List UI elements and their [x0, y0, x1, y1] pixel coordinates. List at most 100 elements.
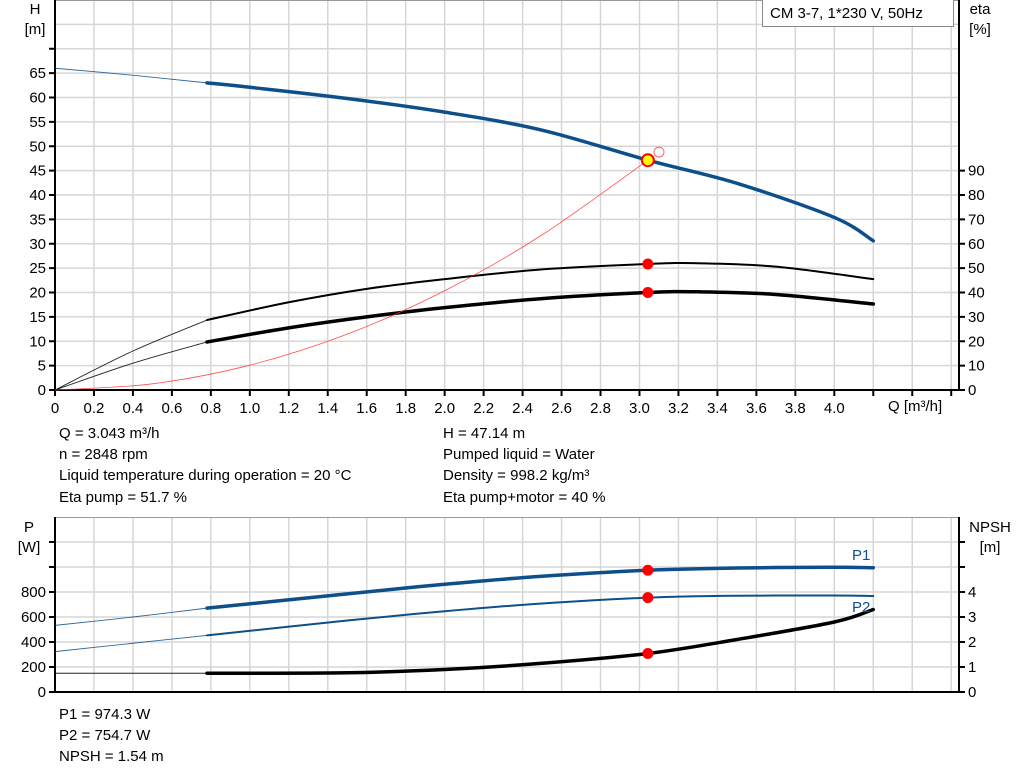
y-right-tick-label: 90	[968, 163, 985, 180]
eta-axis-label: eta [%]	[962, 0, 998, 40]
x-tick-label: 3.0	[629, 400, 650, 417]
y-left-tick-label: 600	[21, 609, 46, 626]
x-tick-label: 3.6	[746, 400, 767, 417]
x-tick-label: 0.6	[161, 400, 182, 417]
p1-curve-label: P1	[852, 547, 871, 564]
npsh-axis-name: NPSH	[969, 519, 1011, 536]
y-right-tick-label: 0	[968, 382, 976, 399]
curve-P2	[205, 594, 875, 637]
x-tick-label: 2.8	[590, 400, 611, 417]
y-left-tick-label: 10	[29, 333, 46, 350]
p-axis-name: P	[23, 519, 34, 536]
y-right-tick-label: 80	[968, 187, 985, 204]
x-tick-label: 2.0	[434, 400, 455, 417]
y-left-tick-label: 20	[29, 285, 46, 302]
curve-NPSH	[205, 607, 876, 675]
y-left-tick-label: 800	[21, 584, 46, 601]
y-left-tick-label: 400	[21, 634, 46, 651]
x-tick-label: 2.2	[473, 400, 494, 417]
duty-point-marker	[642, 592, 654, 604]
x-tick-label: 4.0	[824, 400, 845, 417]
y-left-tick-label: 0	[38, 382, 46, 399]
duty-point-marker	[642, 258, 654, 270]
duty-point-marker	[640, 153, 655, 168]
y-right-tick-label: 50	[968, 260, 985, 277]
info-temp: Liquid temperature during operation = 20…	[59, 467, 352, 484]
p2-curve-label: P2	[852, 599, 871, 616]
x-tick-label: 3.8	[785, 400, 806, 417]
eta-axis-name: eta	[969, 1, 991, 18]
x-tick-label: 3.4	[707, 400, 728, 417]
duty-point-marker	[642, 564, 654, 576]
x-tick-label: 3.2	[668, 400, 689, 417]
y-left-tick-label: 65	[29, 65, 46, 82]
info-h: H = 47.14 m	[443, 425, 526, 442]
curve-P1-extrapolated	[54, 607, 208, 626]
y-right-tick-label: 4	[968, 584, 976, 601]
y-left-tick-label: 40	[29, 187, 46, 204]
y-right-tick-label: 3	[968, 609, 976, 626]
curve-eta_pump	[205, 262, 875, 322]
x-tick-label: 1.2	[278, 400, 299, 417]
y-right-tick-label: 20	[968, 333, 985, 350]
y-left-tick-label: 50	[29, 138, 46, 155]
info-p2: P2 = 754.7 W	[59, 727, 151, 744]
x-tick-label: 0.8	[200, 400, 221, 417]
y-right-tick-label: 1	[968, 659, 976, 676]
y-right-tick-label: 10	[968, 358, 985, 375]
x-tick-label: 2.4	[512, 400, 533, 417]
x-tick-label: 1.8	[395, 400, 416, 417]
y-left-tick-label: 25	[29, 260, 46, 277]
info-eta-pump-motor: Eta pump+motor = 40 %	[443, 489, 606, 506]
x-tick-label: 1.0	[239, 400, 260, 417]
y-left-tick-label: 0	[38, 684, 46, 701]
power-npsh-plot: 0 200 400 600 800 0 1 2 3 4	[21, 517, 976, 701]
y-left-tick-label: 60	[29, 90, 46, 107]
x-tick-label: 2.6	[551, 400, 572, 417]
y-right-tick-label: 60	[968, 236, 985, 253]
y-left-tick-label: 55	[29, 114, 46, 131]
npsh-axis-label: NPSH [m]	[962, 518, 1018, 558]
info-q: Q = 3.043 m³/h	[59, 425, 160, 442]
head-efficiency-plot: 0 5 10 15 20 25 30 35 40 45 50 55 60 65 0 10 20 30 40 50 60 7…	[29, 0, 985, 417]
info-n: n = 2848 rpm	[59, 446, 148, 463]
p-axis-label: P [W]	[14, 518, 44, 558]
info-density: Density = 998.2 kg/m³	[443, 467, 590, 484]
curve-eta_pump_motor	[205, 289, 876, 344]
curve-eta_pump-extrapolated	[54, 319, 208, 391]
npsh-axis-unit: [m]	[979, 539, 1001, 556]
x-tick-label: 0	[51, 400, 59, 417]
curve-system_curve-extrapolated	[54, 159, 649, 391]
x-tick-label: 1.6	[356, 400, 377, 417]
y-right-tick-label: 70	[968, 211, 985, 228]
system-point-marker	[653, 146, 665, 158]
y-left-tick-label: 35	[29, 211, 46, 228]
y-left-tick-label: 45	[29, 163, 46, 180]
h-axis-unit: [m]	[24, 21, 46, 38]
y-left-tick-label: 200	[21, 659, 46, 676]
duty-point-marker	[642, 648, 654, 659]
info-liquid: Pumped liquid = Water	[443, 446, 595, 463]
y-left-tick-label: 30	[29, 236, 46, 253]
y-right-tick-label: 40	[968, 285, 985, 302]
x-tick-label: 1.4	[317, 400, 338, 417]
q-axis-label: Q [m³/h]	[888, 398, 943, 415]
info-eta-pump: Eta pump = 51.7 %	[59, 489, 187, 506]
h-axis-name: H	[29, 1, 41, 18]
y-right-tick-label: 30	[968, 309, 985, 326]
curve-eta_pump_motor-extrapolated	[54, 341, 208, 391]
y-left-tick-label: 15	[29, 309, 46, 326]
eta-axis-unit: [%]	[969, 21, 991, 38]
info-p1: P1 = 974.3 W	[59, 706, 151, 723]
p-axis-unit: [W]	[17, 539, 41, 556]
x-tick-label: 0.2	[84, 400, 105, 417]
y-right-tick-label: 2	[968, 634, 976, 651]
legend-box: CM 3-7, 1*230 V, 50Hz	[762, 0, 954, 27]
x-tick-label: 0.4	[123, 400, 144, 417]
curve-H-extrapolated	[54, 67, 208, 84]
y-left-tick-label: 5	[38, 358, 46, 375]
curve-H	[205, 81, 876, 243]
h-axis-label: H [m]	[20, 0, 50, 40]
y-right-tick-label: 0	[968, 684, 976, 701]
